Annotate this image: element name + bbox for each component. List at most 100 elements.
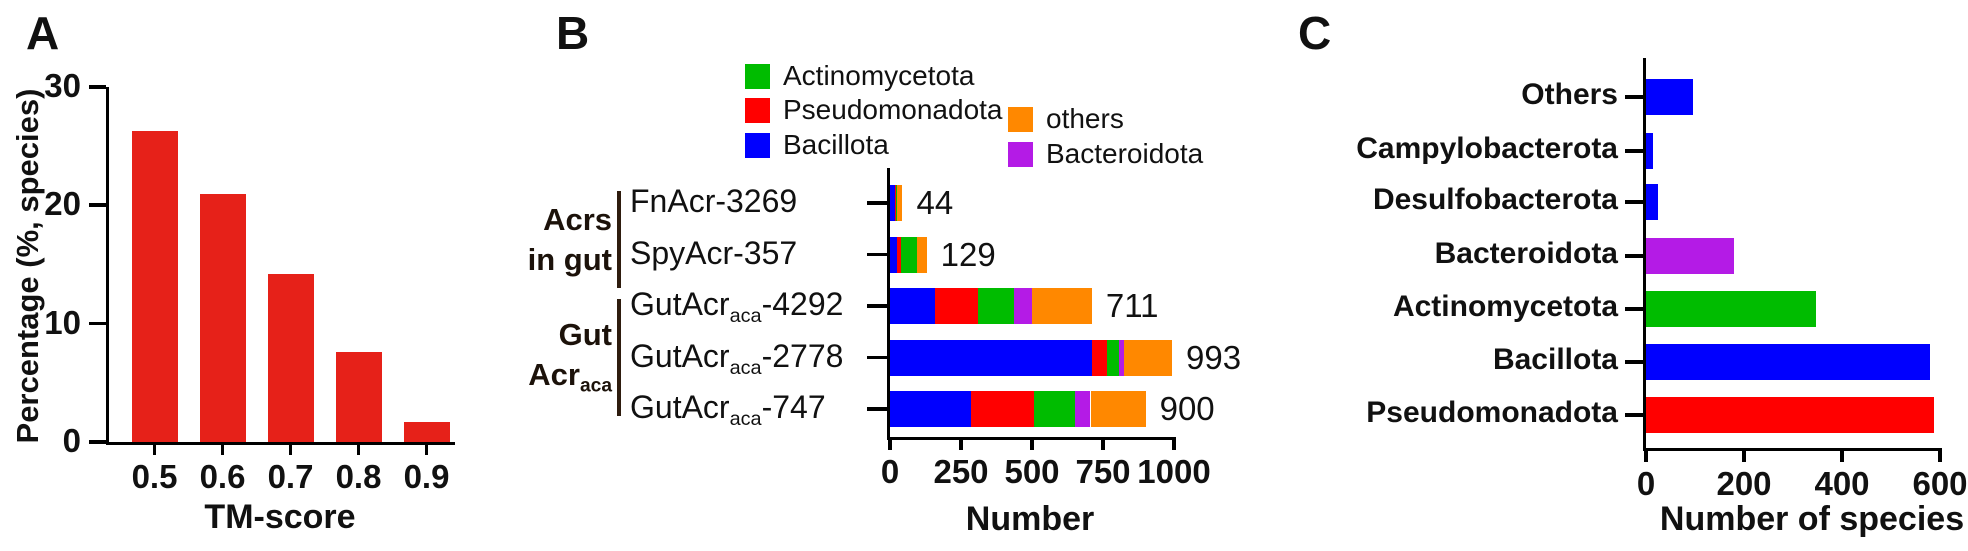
legend-swatch-bacillota [745,133,770,158]
panel-a-x-tick-0.7 [288,442,292,455]
bar-segment-FnAcr-3269-others [897,185,903,221]
panel-a-x-tick-0.6 [220,442,224,455]
panel-c-category-label-bacteroidota: Bacteroidota [1434,237,1618,270]
panel-a-bar-0.9 [403,421,450,442]
panel-c-row-tick-6 [1625,413,1643,417]
panel-c-x-tick-label-400: 400 [1814,465,1870,502]
bar-segment-GutAcr-2778-bacillota [890,339,1092,376]
panel-c-bar-bacillota [1646,344,1931,380]
panel-c-bar-bacteroidota [1646,238,1735,274]
panel-a-y-tick-label-20: 20 [44,185,81,223]
panel-b-row-tick-4 [867,407,887,411]
panel-a-bar-0.6 [199,193,246,442]
bar-segment-GutAcr-747-bacteroidota [1074,391,1091,427]
panel-c-bar-desulfobacterota [1646,184,1659,220]
legend-label-pseudomonadota: Pseudomonadota [783,94,1003,125]
panel-c-category-label-bacillota: Bacillota [1492,343,1618,376]
panel-a-x-tick-label-0.8: 0.8 [335,458,382,495]
panel-b-group-acrs-in-gut: Acrs in gut [470,200,612,280]
panel-a-y-tick-label-10: 10 [44,303,81,341]
panel-c-x-tick-600 [1938,448,1942,462]
panel-c-x-tick-label-200: 200 [1716,465,1772,502]
panel-c-x-tick-200 [1742,448,1746,462]
bar-segment-FnAcr-3269-actinomycetota [895,185,897,221]
panel-a-letter: A [26,7,60,59]
panel-b-bracket-acrs-in-gut [617,191,621,288]
panel-c-x-tick-0 [1644,448,1648,462]
panel-a-y-tick-label-30: 30 [44,67,81,104]
panel-b-x-tick-label-1000: 1000 [1137,453,1211,490]
panel-b-x-axis-title: Number [965,500,1095,538]
bar-segment-SpyAcr-357-pseudomonadota [896,236,901,273]
panel-c-category-label-others: Others [1521,78,1618,111]
panel-c-bar-actinomycetota [1646,291,1816,327]
group1-line2: in gut [527,242,612,277]
panel-a-bar-0.5 [131,130,178,442]
bar-segment-SpyAcr-357-others [916,236,927,273]
panel-c-row-tick-0 [1625,95,1643,99]
bar-segment-SpyAcr-357-actinomycetota [900,236,917,273]
bar-segment-FnAcr-3269-pseudomonadota [894,185,896,221]
panel-c-row-tick-4 [1625,307,1643,311]
bar-segment-GutAcr-747-bacillota [890,391,972,427]
panel-b-x-tick-label-250: 250 [933,453,989,490]
panel-b-value-label-44: 44 [916,184,954,221]
panel-a-y-tick-0 [89,440,106,444]
legend-label-actinomycetota: Actinomycetota [783,60,975,91]
bar-segment-GutAcr-4292-bacteroidota [1013,288,1033,324]
legend-label-others: others [1046,103,1124,134]
panel-b-value-label-900: 900 [1159,390,1215,427]
bar-segment-FnAcr-3269-bacteroidota [896,185,898,221]
panel-c-bar-pseudomonadota [1646,397,1935,433]
bar-segment-GutAcr-747-others [1090,391,1146,427]
panel-b-bracket-gut-acr [617,299,621,416]
panel-a-bar-0.7 [267,273,314,442]
legend-swatch-actinomycetota [745,64,770,89]
panel-c-x-tick-label-0: 0 [1636,465,1656,502]
panel-a-y-axis-title: Percentage (%, species) [10,88,45,444]
legend-label-bacteroidota: Bacteroidota [1046,138,1204,169]
panel-b-letter: B [556,7,590,59]
panel-c-category-label-actinomycetota: Actinomycetota [1392,290,1618,323]
panel-a-x-tick-0.9 [424,442,428,455]
panel-b-x-tick-label-0: 0 [880,453,900,490]
panel-b-value-label-993: 993 [1186,338,1242,376]
panel-b-row-tick-0 [867,201,887,205]
bar-segment-GutAcr-4292-bacillota [890,288,936,324]
panel-a-y-tick-label-0: 0 [62,422,81,459]
panel-a-x-tick-label-0.6: 0.6 [199,458,246,495]
panel-a-x-axis-title: TM-score [204,498,356,536]
panel-b-group-gut-acr: Gut Acraca [470,315,612,407]
bar-segment-GutAcr-2778-others [1124,339,1172,376]
panel-b-value-label-129: 129 [940,235,996,273]
panel-b-x-tick-0 [888,437,892,450]
panel-c-row-tick-5 [1625,360,1643,364]
panel-b-x-tick-1000 [1172,437,1176,450]
panel-c-x-axis-title: Number of species [1659,500,1965,538]
panel-a-x-tick-0.8 [356,442,360,455]
panel-b-row-label-2: GutAcraca-4292 [630,286,844,327]
bar-segment-GutAcr-4292-actinomycetota [978,288,1014,324]
panel-c-category-label-desulfobacterota: Desulfobacterota [1372,183,1618,216]
panel-b-plot-area: 44 129 711 993 900 0 250 500 750 1000 [867,168,1241,490]
panel-c-category-label-pseudomonadota: Pseudomonadota [1366,396,1618,429]
group2-line1: Gut [558,317,612,352]
panel-b-row-tick-1 [867,252,887,256]
panel-a-x-tick-label-0.5: 0.5 [131,458,178,495]
legend-swatch-bacteroidota [1008,142,1033,167]
panel-b-row-tick-3 [867,355,887,359]
panel-b-x-tick-label-500: 500 [1004,453,1060,490]
bar-segment-SpyAcr-357-bacillota [890,236,897,273]
bar-segment-GutAcr-4292-others [1032,288,1092,324]
panel-b-value-label-711: 711 [1105,287,1159,324]
legend-label-bacillota: Bacillota [783,129,889,160]
panel-c-bar-others [1646,79,1694,115]
panel-b-row-label-0: FnAcr-3269 [630,183,798,219]
bar-segment-GutAcr-2778-pseudomonadota [1091,339,1107,376]
bar-segment-GutAcr-4292-pseudomonadota [935,288,979,324]
panel-c-row-tick-1 [1625,149,1643,153]
panel-b-row-label-3: GutAcraca-2778 [630,337,844,379]
bar-segment-GutAcr-2778-bacteroidota [1118,339,1125,376]
panel-c-plot-area: 0 200 400 600 [1625,58,1968,502]
